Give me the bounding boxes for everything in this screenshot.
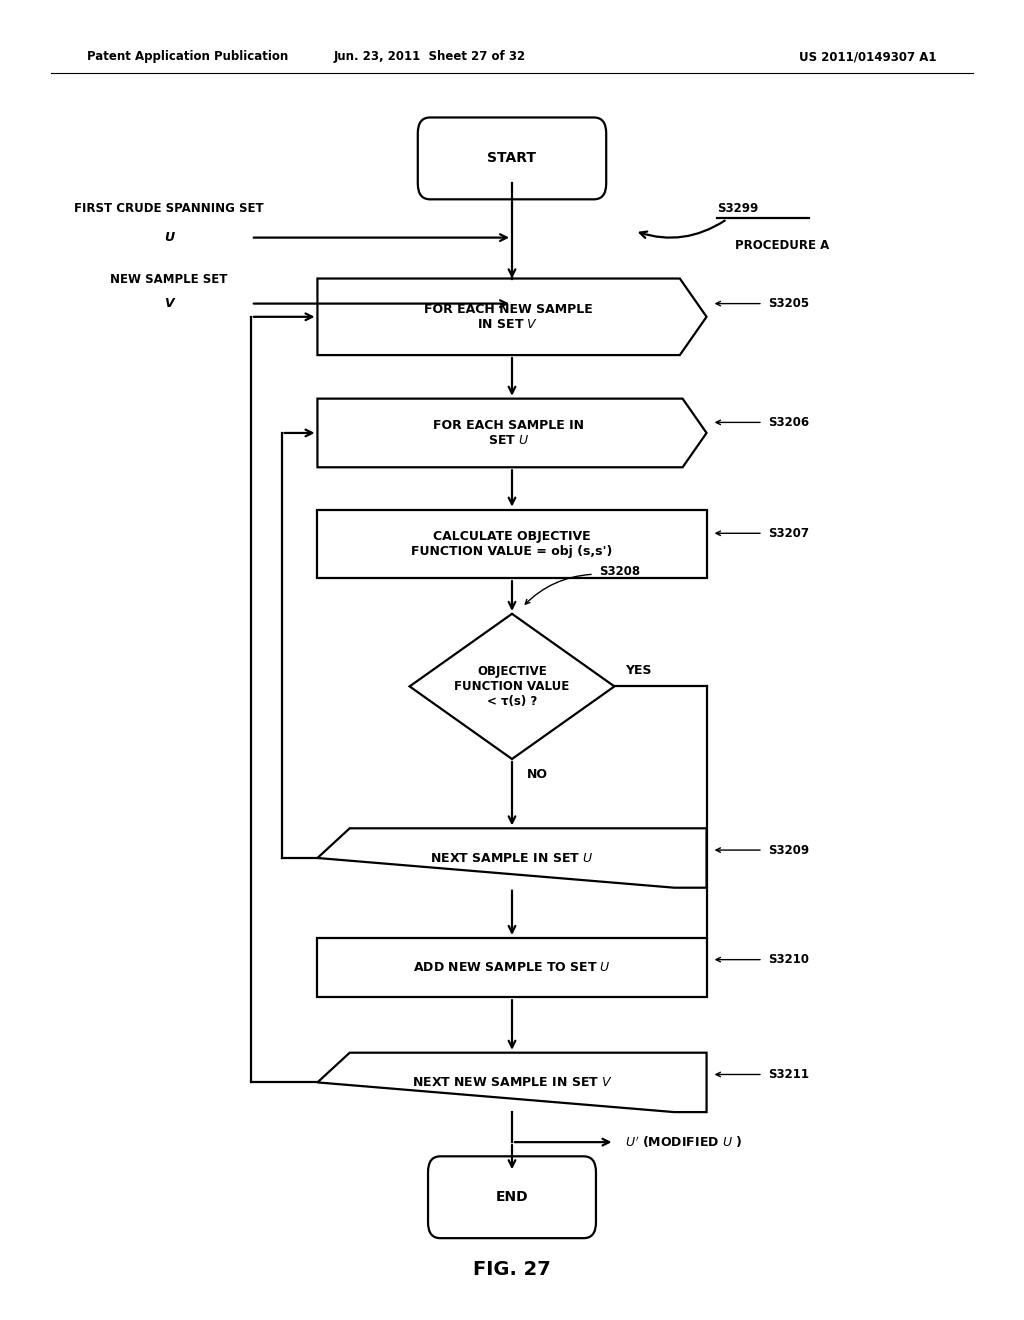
Polygon shape <box>317 399 707 467</box>
Text: Patent Application Publication: Patent Application Publication <box>87 50 289 63</box>
Text: FIG. 27: FIG. 27 <box>473 1261 551 1279</box>
Polygon shape <box>410 614 614 759</box>
Text: START: START <box>487 152 537 165</box>
Bar <box>317 510 707 578</box>
FancyBboxPatch shape <box>418 117 606 199</box>
Polygon shape <box>317 829 707 888</box>
Polygon shape <box>317 279 707 355</box>
Text: ADD NEW SAMPLE TO SET $U$: ADD NEW SAMPLE TO SET $U$ <box>413 961 611 974</box>
FancyBboxPatch shape <box>428 1156 596 1238</box>
Text: Jun. 23, 2011  Sheet 27 of 32: Jun. 23, 2011 Sheet 27 of 32 <box>334 50 526 63</box>
Text: FOR EACH SAMPLE IN
SET $U$: FOR EACH SAMPLE IN SET $U$ <box>433 418 584 447</box>
Text: S3206: S3206 <box>768 416 809 429</box>
Text: FIRST CRUDE SPANNING SET: FIRST CRUDE SPANNING SET <box>74 202 264 215</box>
Text: YES: YES <box>625 664 651 677</box>
Text: U: U <box>164 231 174 244</box>
Text: S3207: S3207 <box>768 527 809 540</box>
Bar <box>317 937 707 998</box>
Text: S3299: S3299 <box>717 202 758 215</box>
Text: S3209: S3209 <box>768 843 809 857</box>
Text: NO: NO <box>527 768 549 781</box>
Text: S3208: S3208 <box>599 565 640 578</box>
Text: PROCEDURE A: PROCEDURE A <box>735 239 829 252</box>
Text: S3210: S3210 <box>768 953 809 966</box>
Text: V: V <box>164 297 174 310</box>
Text: OBJECTIVE
FUNCTION VALUE
< τ(s) ?: OBJECTIVE FUNCTION VALUE < τ(s) ? <box>455 665 569 708</box>
Text: END: END <box>496 1191 528 1204</box>
Polygon shape <box>317 1053 707 1111</box>
Text: NEXT SAMPLE IN SET $U$: NEXT SAMPLE IN SET $U$ <box>430 851 594 865</box>
Text: S3205: S3205 <box>768 297 809 310</box>
Text: US 2011/0149307 A1: US 2011/0149307 A1 <box>800 50 937 63</box>
Text: $U'$ (MODIFIED $U$ ): $U'$ (MODIFIED $U$ ) <box>625 1134 742 1150</box>
Text: NEXT NEW SAMPLE IN SET $V$: NEXT NEW SAMPLE IN SET $V$ <box>412 1076 612 1089</box>
Text: FOR EACH NEW SAMPLE
IN SET $V$: FOR EACH NEW SAMPLE IN SET $V$ <box>424 302 592 331</box>
Text: CALCULATE OBJECTIVE
FUNCTION VALUE = obj (s,s'): CALCULATE OBJECTIVE FUNCTION VALUE = obj… <box>412 529 612 558</box>
Text: S3211: S3211 <box>768 1068 809 1081</box>
Text: NEW SAMPLE SET: NEW SAMPLE SET <box>111 273 227 286</box>
FancyArrowPatch shape <box>640 220 725 238</box>
